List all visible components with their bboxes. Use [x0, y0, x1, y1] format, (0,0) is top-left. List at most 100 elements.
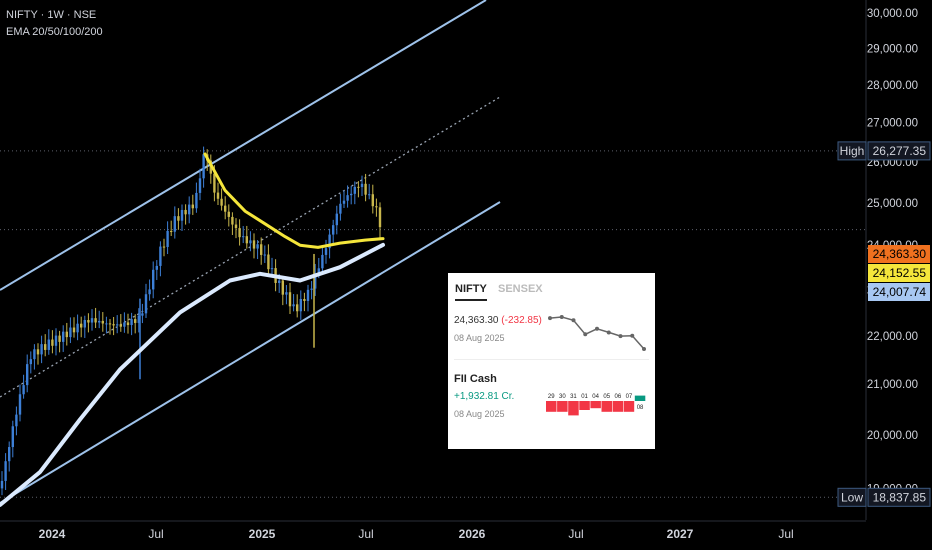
- candle-body: [234, 224, 238, 229]
- candle-body: [152, 269, 155, 290]
- candle-body: [324, 248, 328, 255]
- time-tick-label: Jul: [148, 527, 163, 541]
- candle-body: [245, 236, 248, 244]
- candle-body: [98, 320, 101, 323]
- candle-body: [173, 216, 176, 232]
- candle-body: [346, 195, 349, 201]
- candle-body: [177, 216, 180, 221]
- fii-bar: [579, 401, 590, 410]
- price-label-text: 18,837.85: [873, 490, 927, 504]
- candle-body: [368, 194, 371, 196]
- candle-body: [195, 192, 198, 209]
- candle-body: [101, 320, 104, 324]
- market-widget: NIFTY SENSEX 24,363.30 (-232.85) 08 Aug …: [448, 273, 655, 449]
- candle-body: [360, 183, 364, 188]
- candle-body: [227, 211, 230, 217]
- price-label-text: 24,007.74: [873, 285, 927, 299]
- candle-body: [296, 304, 299, 312]
- candle-body: [40, 344, 43, 355]
- candle-body: [198, 178, 202, 193]
- candle-body: [213, 173, 216, 193]
- candle-body: [278, 280, 281, 283]
- fii-bar-label: 07: [626, 394, 633, 400]
- candle-body: [137, 315, 140, 323]
- price-label-tag-box: [837, 141, 867, 161]
- candle-body: [11, 426, 14, 448]
- price-label-text: 24,152.55: [873, 266, 927, 280]
- ema-white-line[interactable]: [0, 242, 385, 507]
- fii-bar: [557, 401, 568, 412]
- fii-bar-label: 08: [637, 405, 644, 411]
- candle-body: [335, 213, 338, 226]
- candle-body: [54, 335, 58, 346]
- candle-body: [350, 193, 353, 196]
- sparkline-line: [549, 316, 645, 350]
- candle-body: [202, 154, 205, 179]
- candle-body: [299, 298, 302, 312]
- price-label-tag: Low: [841, 490, 863, 504]
- price-label-tag: High: [840, 144, 865, 158]
- price-label-box: [868, 283, 930, 301]
- indicator-legend[interactable]: EMA 20/50/100/200: [6, 26, 103, 38]
- candle-body: [119, 324, 122, 327]
- candle-body: [47, 339, 50, 350]
- tab-nifty[interactable]: NIFTY: [455, 283, 487, 301]
- candle-body: [141, 313, 144, 316]
- candle-body: [148, 289, 151, 295]
- candle-body: [90, 318, 94, 323]
- candle-body: [216, 192, 220, 199]
- fii-bar: [612, 401, 624, 412]
- candle-body: [260, 244, 263, 255]
- fii-date: 08 Aug 2025: [454, 409, 505, 419]
- tab-sensex[interactable]: SENSEX: [498, 283, 543, 295]
- ema-yellow-line[interactable]: [203, 152, 385, 249]
- candle-body: [371, 194, 374, 207]
- channel-upper-line[interactable]: [0, 0, 487, 291]
- candle-body: [87, 320, 90, 323]
- time-tick-label: 2024: [39, 527, 66, 541]
- candle-body: [357, 186, 360, 188]
- price-label-text: 26,277.35: [873, 144, 927, 158]
- nifty-price-row: 24,363.30 (-232.85): [454, 315, 542, 326]
- fii-bar: [623, 401, 635, 412]
- price-label-box: [868, 245, 930, 263]
- nifty-price: 24,363.30: [454, 315, 499, 326]
- candle-body: [375, 206, 378, 208]
- price-tick-label: 20,000.00: [867, 430, 918, 442]
- price-label-tag-box: [837, 487, 867, 507]
- candle-body: [342, 200, 346, 204]
- candle-body: [328, 234, 331, 249]
- nifty-change: (-232.85): [501, 315, 542, 326]
- price-tick-label: 27,000.00: [867, 118, 918, 130]
- price-label-text: 24,363.30: [873, 247, 927, 261]
- candle-body: [105, 323, 108, 325]
- candle-body: [159, 246, 162, 266]
- candle-body: [306, 289, 310, 302]
- candle-body: [321, 254, 324, 269]
- channel-lower-line[interactable]: [0, 201, 501, 504]
- fii-bar: [634, 395, 646, 401]
- candle-body: [310, 288, 313, 290]
- price-tick-label: 28,000.00: [867, 80, 918, 92]
- candle-body: [364, 183, 367, 195]
- candle-body: [83, 320, 86, 328]
- candle-body: [29, 359, 32, 365]
- fii-bar: [546, 401, 557, 412]
- time-axis: 2024 Jul 2025 Jul 2026 Jul 2027 Jul: [39, 527, 794, 541]
- candle-body: [65, 331, 68, 338]
- candle-body: [256, 244, 259, 249]
- fii-bar-label: 04: [592, 394, 599, 400]
- candle-body: [317, 268, 320, 274]
- candle-body: [242, 236, 245, 238]
- candle-body: [144, 294, 148, 314]
- fii-bar-chart: 29 30 31 01 04 05 06 07 08: [546, 394, 646, 416]
- candle-body: [162, 246, 166, 248]
- candle-body: [180, 209, 184, 221]
- candle-body: [22, 385, 25, 395]
- candle-body: [339, 203, 342, 214]
- candle-body: [72, 327, 76, 333]
- candle-body: [58, 335, 61, 342]
- candle-body: [188, 204, 191, 215]
- fii-bar-label: 31: [570, 394, 577, 400]
